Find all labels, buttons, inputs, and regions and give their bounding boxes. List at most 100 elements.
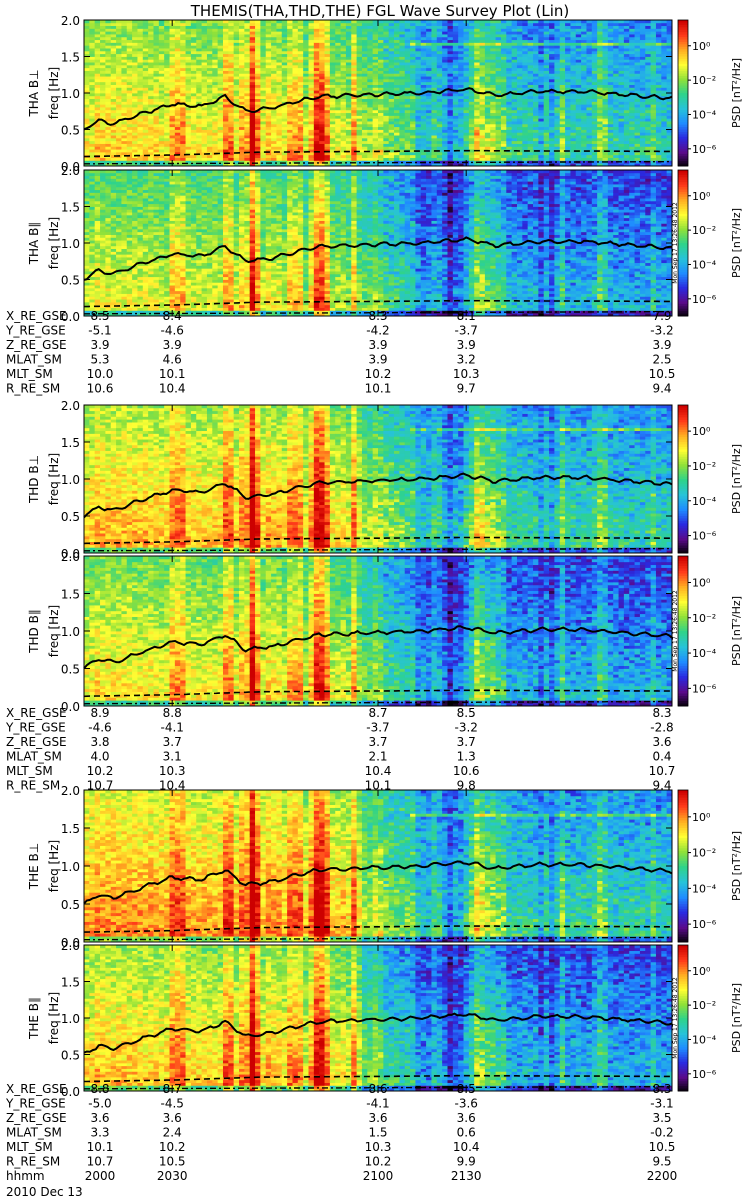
ephemeris-value: 3.8 [90,735,109,749]
ephemeris-value: 2.1 [368,750,387,764]
ephemeris-value: -2.8 [650,721,673,735]
ephemeris-value: 8.3 [368,309,387,323]
colorbar-tick-label: 10⁻² [692,999,716,1012]
ephemeris-value: -4.1 [160,721,183,735]
colorbar-tick-label: 10⁰ [692,576,711,589]
colorbar-label: PSD [nT²/Hz] [730,831,743,901]
colorbar-tick-label: 10⁰ [692,40,711,53]
ephemeris-table-the: X_RE_GSE 8.8 8.7 8.6 8.5 8.3Y_RE_GSE -5.0 -4.5-… [5,1082,677,1183]
y-tick-label: 1.0 [61,237,80,251]
ephemeris-value: 10.7 [649,764,676,778]
panel-label: THA B⊥ [27,69,41,117]
y-tick-label: 0.5 [61,1049,80,1063]
ephemeris-value: 10.4 [365,764,392,778]
colorbar-tick-label: 10⁻⁴ [692,1033,717,1046]
y-tick-label: 1.5 [61,201,80,215]
colorbar-tick-label: 10⁰ [692,965,711,978]
ephemeris-value: -3.7 [366,721,389,735]
ephemeris-value: 3.6 [368,1111,387,1125]
ephemeris-value: 10.1 [365,382,392,396]
ephemeris-row-label: MLAT_SM [6,750,62,764]
y-tick-label: 0.5 [61,274,80,288]
colorbar-label: PSD [nT²/Hz] [730,444,743,514]
ephemeris-row-label: MLAT_SM [6,353,62,367]
y-axis-label: freq [Hz] [47,840,61,892]
ephemeris-value: 0.4 [652,750,671,764]
ephemeris-value: 9.5 [652,1155,671,1169]
ephemeris-table-thd: X_RE_GSE 8.9 8.8 8.7 8.5 8.3Y_RE_GSE -4.6 -4.1-… [5,706,675,793]
ephemeris-value: 3.9 [163,338,182,352]
colorbar-tick-label: 10⁻⁶ [692,143,717,156]
ephemeris-row-label: X_RE_GSE [6,706,67,720]
colorbar-tick-label: 10⁻⁴ [692,495,717,508]
ephemeris-value: 8.4 [163,309,182,323]
ephemeris-value: -0.2 [650,1126,673,1140]
colorbar-tick-label: 10⁰ [692,811,711,824]
ephemeris-value: 10.3 [159,764,186,778]
ephemeris-value: 2200 [647,1169,678,1183]
ephemeris-value: 3.6 [652,735,671,749]
ephemeris-value: 8.3 [652,706,671,720]
ephemeris-value: 10.7 [87,1155,114,1169]
colorbar-tick-label: 10⁻⁶ [692,530,717,543]
y-tick-label: 0.5 [61,663,80,677]
ephemeris-value: -4.2 [366,324,389,338]
ephemeris-value: 8.7 [368,706,387,720]
y-axis-label: freq [Hz] [47,217,61,269]
ephemeris-value: 3.6 [163,1111,182,1125]
ephemeris-value: 10.3 [365,1140,392,1154]
ephemeris-row-label: R_RE_SM [6,1155,60,1169]
ephemeris-value: 8.8 [90,1082,109,1096]
colorbar-tick-label: 10⁻⁶ [692,918,717,931]
ephemeris-value: 2030 [157,1169,188,1183]
y-tick-label: 1.0 [61,625,80,639]
ephemeris-value: 2130 [451,1169,482,1183]
ephemeris-value: 8.3 [652,1082,671,1096]
ephemeris-value: 10.0 [87,367,114,381]
ephemeris-value: 9.9 [457,1155,476,1169]
ephemeris-value: -3.2 [650,324,673,338]
colorbar-tick-label: 10⁻⁶ [692,1068,717,1081]
y-axis-label: freq [Hz] [47,453,61,505]
ephemeris-value: 8.7 [163,1082,182,1096]
ephemeris-value: 10.2 [159,1140,186,1154]
ephemeris-value: 2.5 [652,353,671,367]
ephemeris-value: 3.7 [163,735,182,749]
ephemeris-row-label: Z_RE_GSE [6,735,67,749]
colorbar-tick-label: 10⁻² [692,847,716,860]
ephemeris-value: 4.0 [90,750,109,764]
y-tick-label: 2.0 [61,14,80,28]
ephemeris-value: 10.3 [453,367,480,381]
ephemeris-row-label: Z_RE_GSE [6,1111,67,1125]
ephemeris-row-label: MLT_SM [6,764,53,778]
colorbar-tick-label: 10⁻⁶ [692,293,717,306]
colorbar-tick-label: 10⁻² [692,460,716,473]
ephemeris-value: 3.2 [457,353,476,367]
ephemeris-value: 3.3 [90,1126,109,1140]
colorbar-label: PSD [nT²/Hz] [730,596,743,666]
ephemeris-value: -3.1 [650,1097,673,1111]
y-tick-label: 0.5 [61,510,80,524]
ephemeris-row-label: X_RE_GSE [6,1082,67,1096]
ephemeris-row-label: R_RE_SM [6,382,60,396]
ephemeris-value: -3.6 [454,1097,477,1111]
y-tick-label: 1.0 [61,860,80,874]
ephemeris-value: 10.5 [649,1140,676,1154]
ephemeris-value: 3.9 [368,353,387,367]
ephemeris-row-label: Y_RE_GSE [5,1097,66,1111]
ephemeris-row-label: Y_RE_GSE [5,721,66,735]
ephemeris-row-label: hhmm [6,1169,45,1183]
generation-stamp: Mon Sep 17 13:26:48 2012 [672,590,679,672]
panel-label: THE B⊥ [27,843,41,890]
ephemeris-value: 3.6 [90,1111,109,1125]
y-axis-label: freq [Hz] [47,992,61,1044]
colorbar-tick-label: 10⁻² [692,612,716,625]
ephemeris-value: 3.7 [457,735,476,749]
ephemeris-value: 2100 [363,1169,394,1183]
